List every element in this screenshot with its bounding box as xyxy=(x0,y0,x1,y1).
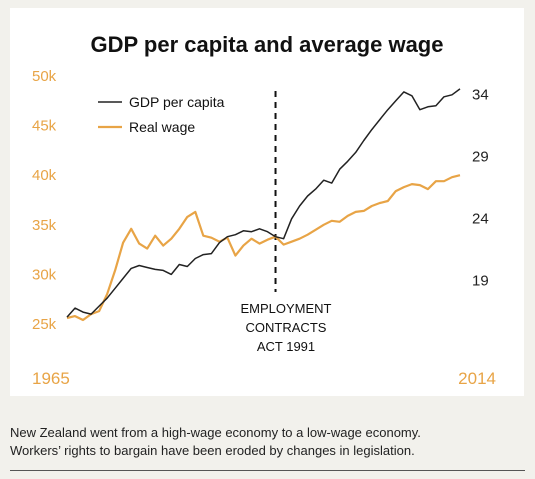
right-tick-label: 19 xyxy=(472,273,489,290)
right-axis-ticks: 19 24 29 34 xyxy=(472,87,489,290)
legend-label-wage: Real wage xyxy=(129,119,195,135)
right-tick-label: 29 xyxy=(472,149,489,166)
left-tick-label: 25k xyxy=(32,316,57,333)
caption-line-2: Workers’ rights to bargain have been ero… xyxy=(10,443,415,458)
caption-line-1: New Zealand went from a high-wage econom… xyxy=(10,425,421,440)
chart-title: GDP per capita and average wage xyxy=(91,32,444,57)
x-tick-end: 2014 xyxy=(458,369,496,388)
caption-divider xyxy=(10,470,525,471)
chart-svg: GDP per capita and average wage 25k 30k 35… xyxy=(32,32,496,388)
annotation-line-2: CONTRACTS xyxy=(246,320,327,335)
left-tick-label: 35k xyxy=(32,217,57,234)
legend: GDP per capita Real wage xyxy=(98,94,225,135)
x-tick-start: 1965 xyxy=(32,369,70,388)
left-tick-label: 40k xyxy=(32,167,57,184)
right-tick-label: 24 xyxy=(472,211,489,228)
annotation-line-3: ACT 1991 xyxy=(257,339,315,354)
left-axis-ticks: 25k 30k 35k 40k 45k 50k xyxy=(32,68,57,333)
chart-panel: GDP per capita and average wage 25k 30k 35… xyxy=(10,8,524,396)
series-layer xyxy=(66,88,461,322)
left-tick-label: 45k xyxy=(32,118,57,135)
series-line-real-wage xyxy=(66,174,461,322)
left-tick-label: 50k xyxy=(32,68,57,85)
caption: New Zealand went from a high-wage econom… xyxy=(10,424,525,460)
left-tick-label: 30k xyxy=(32,266,57,283)
annotation-line-1: EMPLOYMENT xyxy=(240,301,331,316)
right-tick-label: 34 xyxy=(472,87,489,104)
legend-label-gdp: GDP per capita xyxy=(129,94,225,110)
series-line-gdp-per-capita xyxy=(66,88,461,318)
